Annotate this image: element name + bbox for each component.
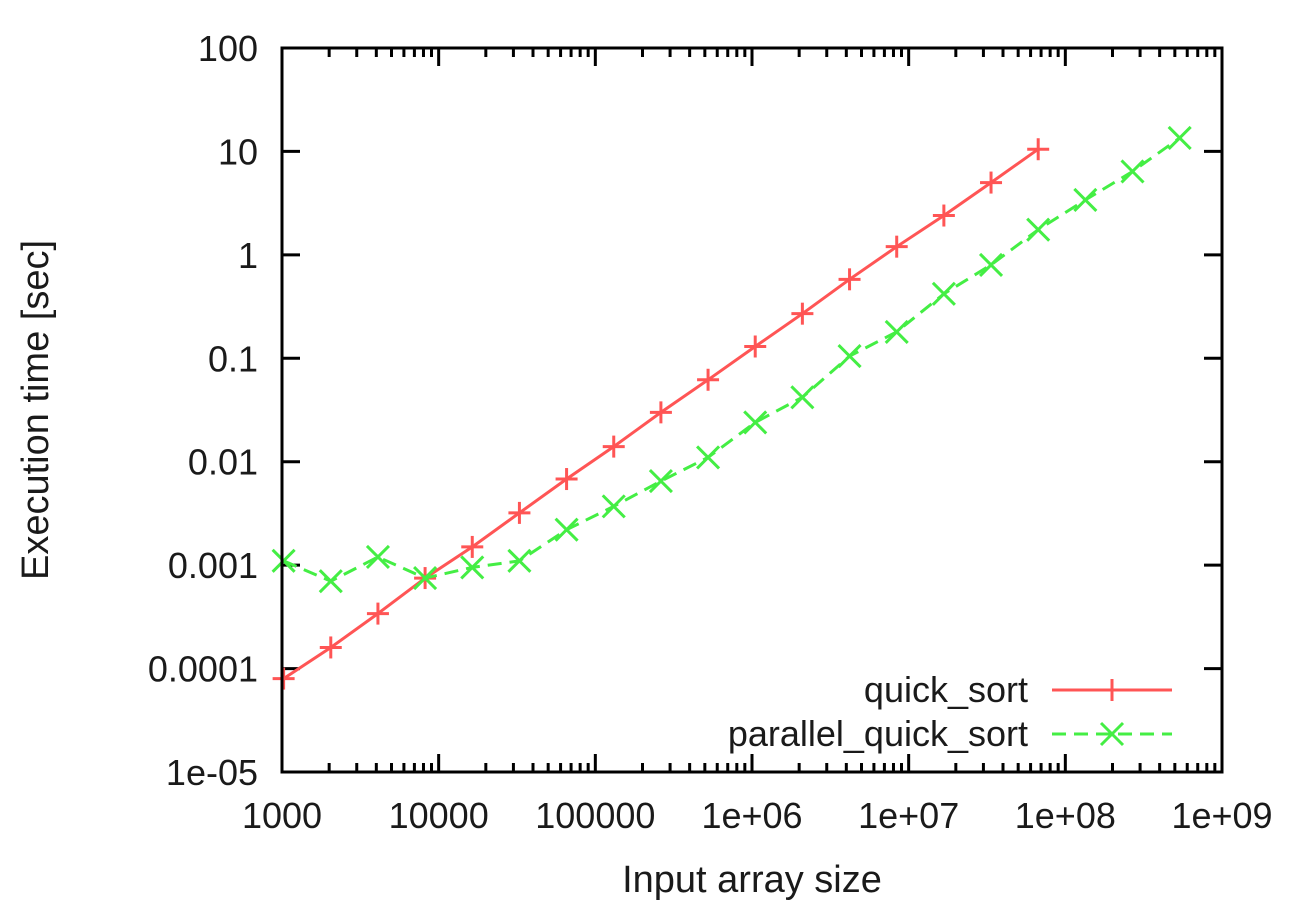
data-point [884,319,909,344]
x-tick-label: 100000 [535,795,655,836]
data-point [696,445,721,470]
y-tick-label: 0.0001 [148,649,258,690]
data-point [790,385,815,410]
data-point [978,252,1004,277]
data-point [931,281,956,306]
series-layer [271,125,1192,690]
data-point [837,344,862,369]
data-point [507,548,532,573]
series-quick-sort [272,138,1050,690]
x-tick-label: 1e+08 [1015,795,1116,836]
data-point [365,544,390,570]
data-point [554,517,579,542]
y-axis-label: Execution time [sec] [15,240,57,580]
data-point [271,548,296,573]
y-tick-label: 10 [218,131,258,172]
data-point [743,410,768,435]
data-point [460,555,485,580]
x-tick-label: 1e+06 [701,795,802,836]
legend-marker [1099,721,1125,747]
data-point [1167,125,1192,151]
series-parallel-quick-sort [271,125,1192,594]
plot-frame [280,46,1224,774]
series-line [283,136,1181,583]
y-tick-label: 100 [198,28,258,69]
y-tick-label: 0.1 [208,338,258,379]
y-tick-label: 0.01 [188,442,258,483]
y-tick-label: 1e-05 [166,752,258,793]
y-tick-label: 1 [238,235,258,276]
data-point [601,494,626,519]
tick-labels: 1000 10000 100000 1e+06 1e+07 1e+08 1e+09 1e-05… [148,28,1273,836]
data-point [1120,159,1145,184]
data-point [1073,187,1098,212]
tick-marks [280,46,1224,774]
legend-label: parallel_quick_sort [728,713,1028,754]
x-tick-label: 1e+09 [1171,795,1272,836]
x-tick-label: 1000 [242,795,322,836]
legend-label: quick_sort [864,669,1028,710]
x-tick-label: 1e+07 [858,795,959,836]
data-point [1026,217,1051,242]
data-point [318,569,343,594]
x-tick-label: 10000 [389,795,489,836]
data-point [413,566,438,591]
data-point [648,469,673,494]
x-axis-label: Input array size [622,859,882,901]
y-tick-label: 0.001 [168,545,258,586]
